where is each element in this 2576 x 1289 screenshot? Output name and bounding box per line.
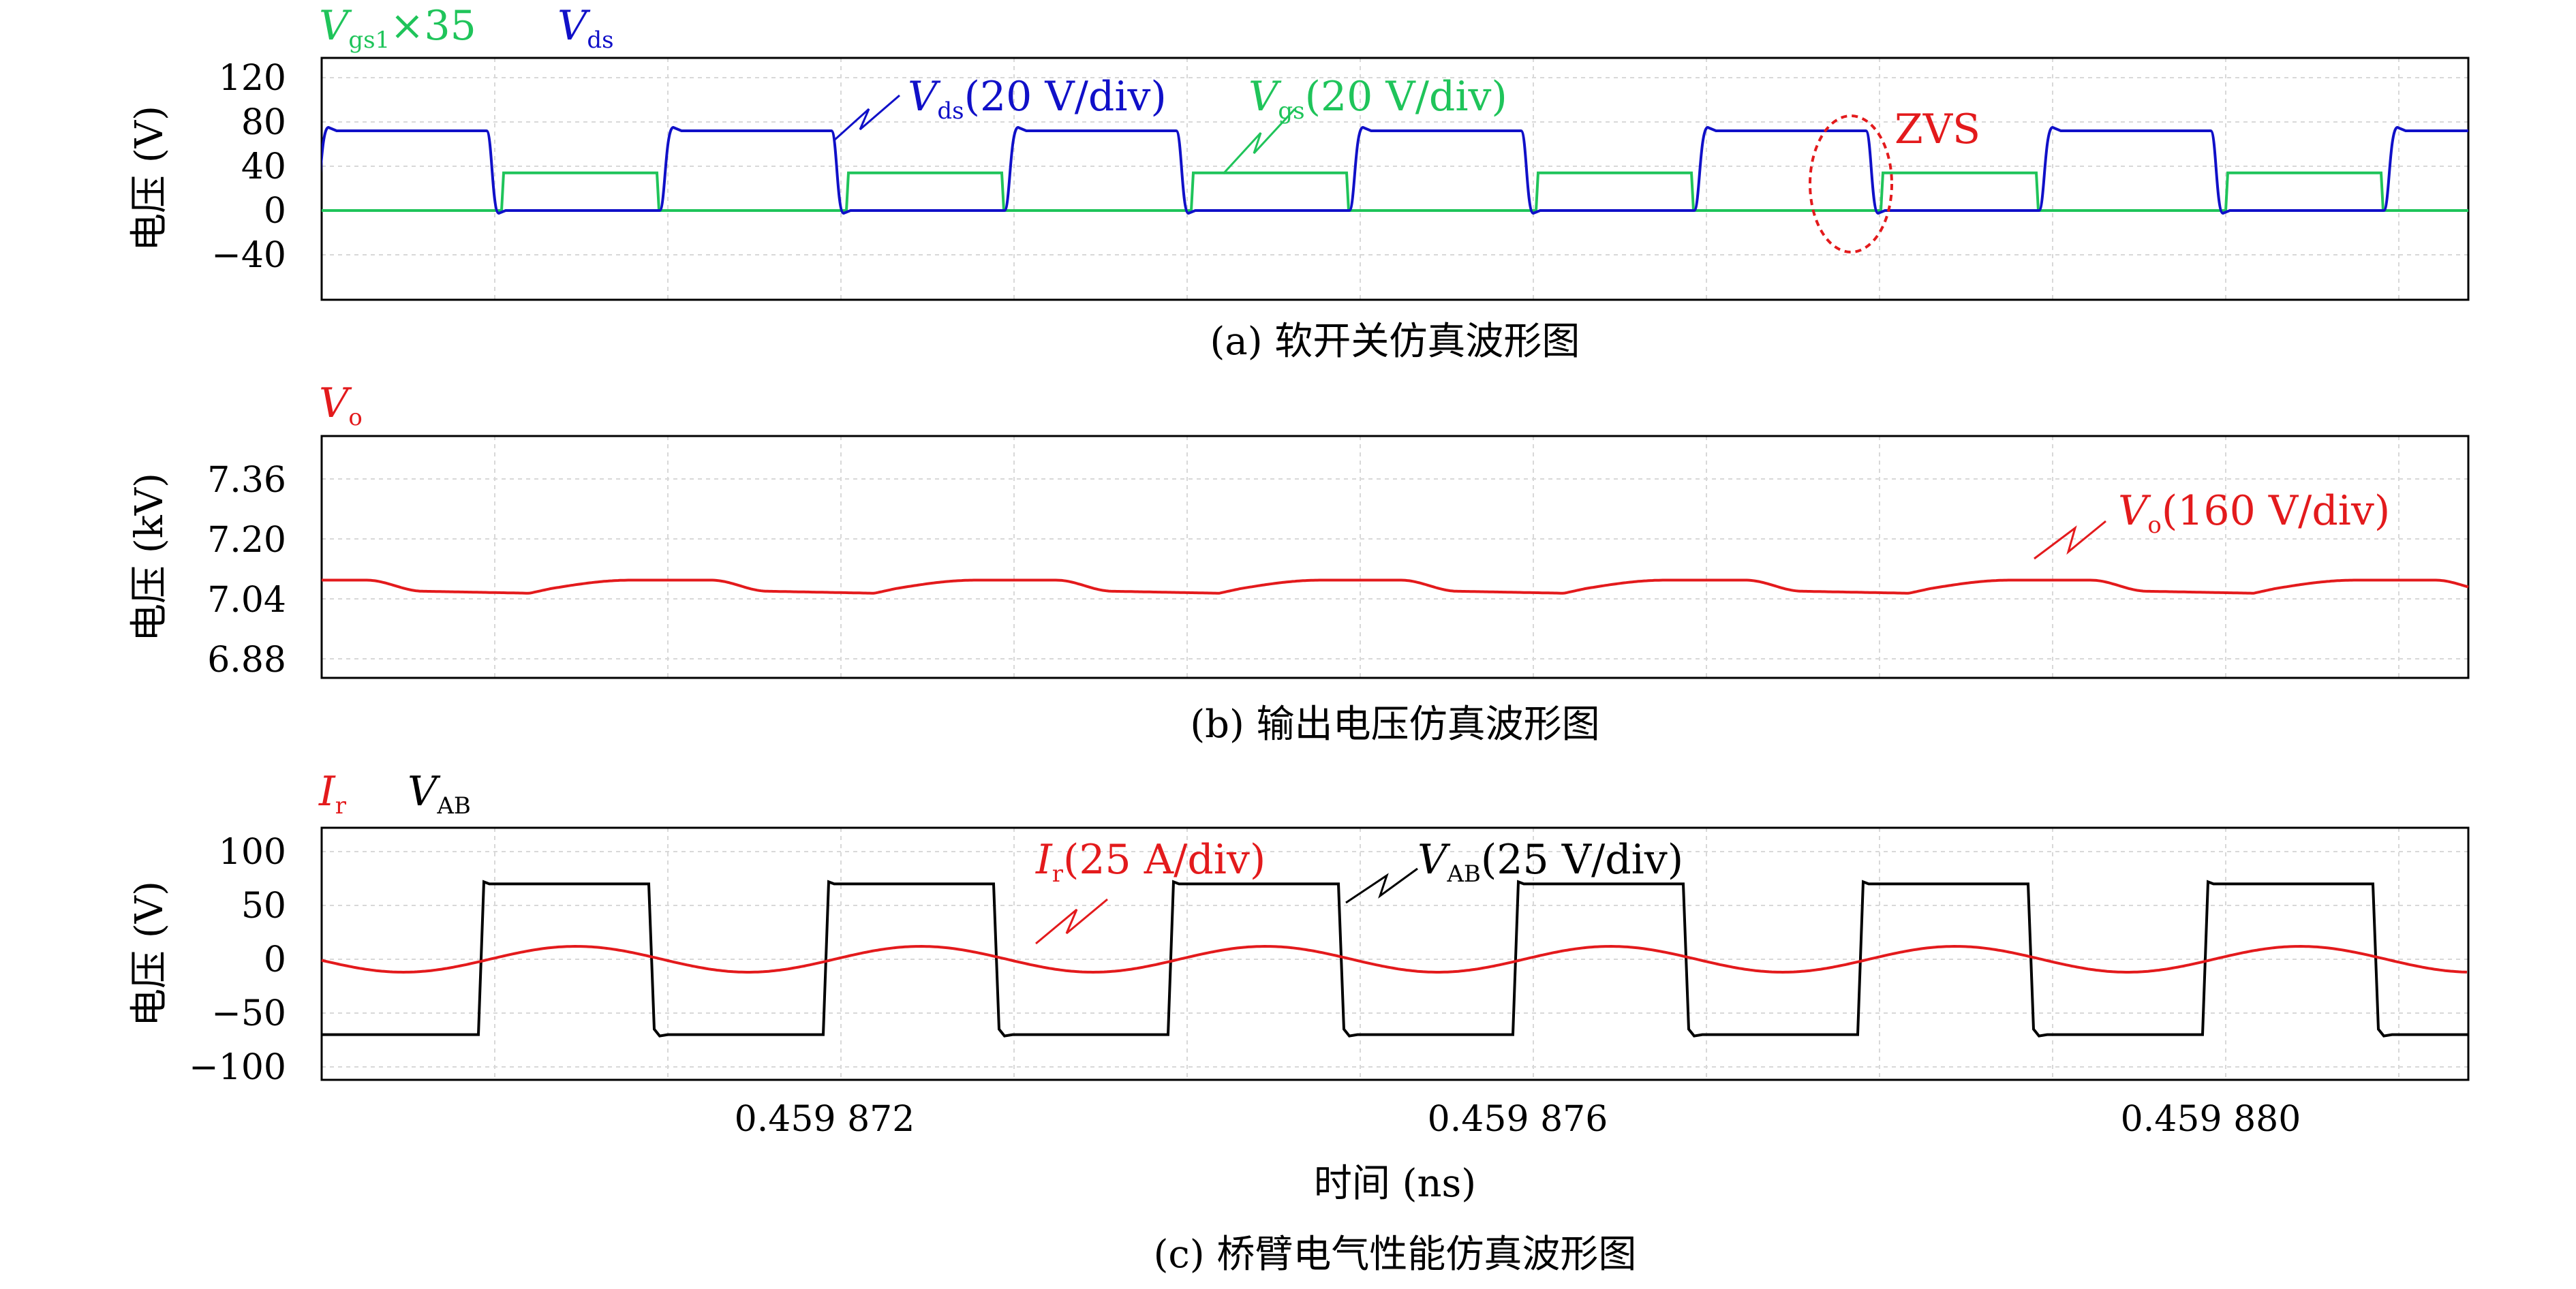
plot-frame-c: [320, 826, 2470, 1081]
vds-annotation-leader: [833, 94, 900, 141]
y-tick-label: 6.88: [207, 640, 286, 681]
vo-annotation: Vo(160 V/div): [2118, 487, 2390, 539]
y-tick-label: 7.04: [207, 580, 286, 621]
legend-vab: VAB: [408, 768, 471, 820]
y-tick-label: 0: [264, 939, 286, 980]
zvs-ellipse: [1809, 114, 1893, 253]
y-axis-label-b: 电压 (kV): [127, 473, 172, 642]
y-tick-label: 40: [241, 146, 286, 187]
legend-vgs1: Vgs1×35: [319, 2, 476, 54]
y-tick-label: 120: [219, 58, 286, 99]
y-tick-label: −100: [189, 1047, 286, 1088]
plot-frame-a: [320, 57, 2470, 301]
x-ticks-c: 0.459 872 0.459 876 0.459 880: [735, 1099, 2301, 1140]
legend-vds: Vds: [557, 2, 614, 54]
series-vab-line: [322, 880, 2468, 1038]
vab-annotation-leader: [1345, 867, 1418, 904]
panel-b: Vo 7.36 7.20 7.04 6.88 电压 (kV) Vo(160 V/…: [127, 379, 2470, 747]
y-tick-label: 80: [241, 102, 286, 143]
legend-vo: Vo: [319, 379, 363, 431]
y-ticks-a: 120 80 40 0 −40: [211, 58, 286, 276]
x-tick-label: 0.459 880: [2121, 1099, 2301, 1140]
y-ticks-b: 7.36 7.20 7.04 6.88: [207, 460, 286, 681]
grid-c: [322, 828, 2468, 1080]
legend-ir: Ir: [318, 768, 347, 820]
y-axis-label-a: 电压 (V): [127, 106, 172, 251]
y-tick-label: 7.20: [207, 520, 286, 561]
vds-annotation: Vds(20 V/div): [908, 73, 1167, 125]
panel-a: Vgs1×35 Vds 120 80 40 0 −40 电压 (V) Vds(2…: [127, 2, 2470, 364]
ir-annotation-leader: [1035, 898, 1108, 945]
ir-annotation: Ir(25 A/div): [1035, 836, 1266, 888]
vgs-annotation: Vgs(20 V/div): [1248, 73, 1507, 125]
y-tick-label: 100: [219, 832, 286, 873]
caption-b: (b) 输出电压仿真波形图: [1190, 702, 1599, 747]
series-vgs1-line: [322, 171, 2468, 212]
plot-frame-b: [320, 435, 2470, 679]
x-tick-label: 0.459 876: [1428, 1099, 1608, 1140]
x-tick-label: 0.459 872: [735, 1099, 915, 1140]
grid-b: [322, 436, 2468, 678]
y-tick-label: −50: [211, 993, 286, 1034]
vab-annotation: VAB(25 V/div): [1417, 836, 1683, 888]
vo-annotation-leader: [2034, 520, 2106, 560]
y-ticks-c: 100 50 0 −50 −100: [189, 832, 286, 1088]
zvs-label: ZVS: [1895, 106, 1980, 153]
x-axis-label: 时间 (ns): [1314, 1162, 1476, 1206]
y-tick-label: 7.36: [207, 460, 286, 501]
y-tick-label: 50: [241, 886, 286, 927]
vgs-annotation-leader: [1222, 108, 1296, 175]
caption-a: (a) 软开关仿真波形图: [1210, 320, 1580, 364]
y-tick-label: 0: [264, 191, 286, 232]
series-ir-line: [321, 944, 2468, 974]
y-axis-label-c: 电压 (V): [127, 881, 172, 1027]
caption-c: (c) 桥臂电气性能仿真波形图: [1154, 1232, 1637, 1277]
panel-c: Ir VAB 100 50 0 −50 −100 电压 (V) Ir(25 A/…: [127, 768, 2470, 1277]
series-vds-line: [322, 125, 2468, 215]
y-tick-label: −40: [211, 235, 286, 276]
series-vo-line: [322, 578, 2469, 595]
